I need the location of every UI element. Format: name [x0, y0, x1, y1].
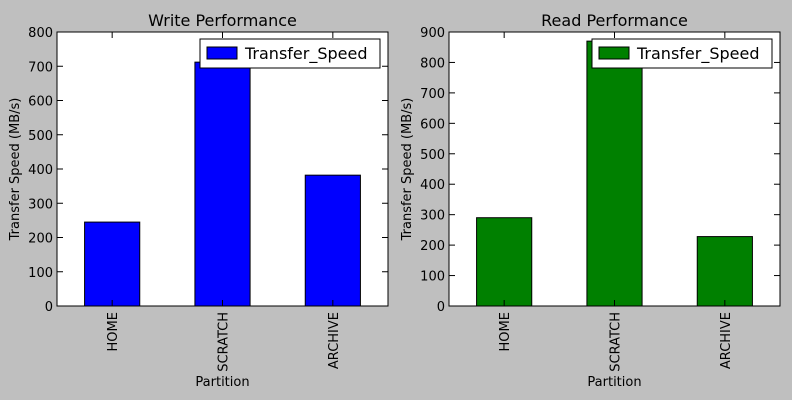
- y-tick-label: 200: [28, 232, 53, 247]
- legend-label: Transfer_Speed: [636, 44, 760, 64]
- y-axis-label: Transfer Speed (MB/s): [400, 98, 415, 242]
- x-tick-label-scratch: SCRATCH: [217, 312, 232, 372]
- bar-archive: [696, 236, 753, 307]
- bar-home: [84, 221, 141, 307]
- legend: Transfer_Speed: [199, 38, 381, 69]
- y-tick-label: 900: [420, 26, 445, 41]
- y-axis-label: Transfer Speed (MB/s): [8, 98, 23, 242]
- bar-archive: [304, 174, 361, 307]
- legend-swatch: [598, 46, 630, 60]
- x-tick-label-archive: ARCHIVE: [719, 312, 734, 369]
- y-tick-label: 600: [28, 95, 53, 110]
- x-tick-label-scratch: SCRATCH: [609, 312, 624, 372]
- y-tick-label: 300: [28, 197, 53, 212]
- x-tick-label-home: HOME: [106, 312, 121, 351]
- y-tick-label: 800: [420, 56, 445, 71]
- y-tick-label: 400: [420, 178, 445, 193]
- legend: Transfer_Speed: [591, 38, 773, 69]
- y-tick-label: 200: [420, 239, 445, 254]
- bar-scratch: [586, 40, 643, 307]
- y-tick-label: 100: [420, 270, 445, 285]
- y-tick-label: 300: [420, 209, 445, 224]
- legend-label: Transfer_Speed: [244, 44, 368, 64]
- bar-scratch: [194, 61, 251, 307]
- y-tick-label: 0: [437, 300, 445, 315]
- y-tick-label: 400: [28, 163, 53, 178]
- chart-title: Write Performance: [148, 11, 297, 30]
- chart-1: 0 100 200 300 400 500 600 700 800 HOME SCRATCH ARCH…: [8, 11, 389, 390]
- x-tick-label-home: HOME: [498, 312, 513, 351]
- y-tick-label: 600: [420, 117, 445, 132]
- y-tick-label: 100: [28, 266, 53, 281]
- legend-swatch: [206, 46, 238, 60]
- x-axis-label: Partition: [195, 375, 249, 390]
- bar-home: [476, 217, 533, 307]
- y-tick-label: 500: [420, 148, 445, 163]
- x-axis-label: Partition: [587, 375, 641, 390]
- chart-2: 0 100 200 300 400 500 600 700 800 900 HOME SCRATCH A…: [400, 11, 781, 390]
- y-tick-label: 700: [28, 60, 53, 75]
- x-tick-label-archive: ARCHIVE: [327, 312, 342, 369]
- y-tick-label: 700: [420, 87, 445, 102]
- y-tick-label: 500: [28, 129, 53, 144]
- y-tick-label: 0: [45, 300, 53, 315]
- y-tick-label: 800: [28, 26, 53, 41]
- chart-title: Read Performance: [541, 11, 688, 30]
